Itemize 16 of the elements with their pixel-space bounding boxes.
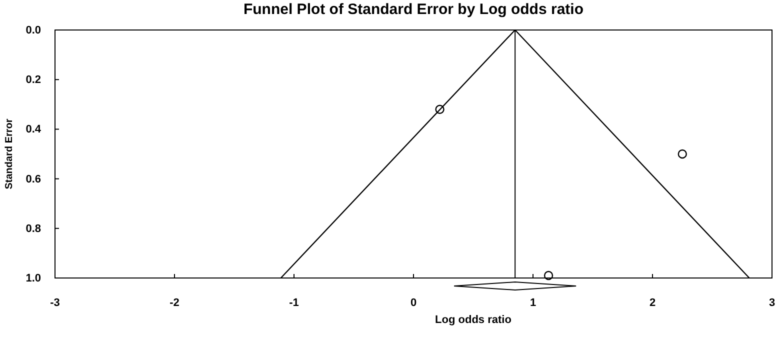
y-tick-label: 0.6 xyxy=(26,173,41,186)
x-tick-label: -3 xyxy=(50,296,60,309)
y-tick-label: 1.0 xyxy=(26,272,41,285)
chart-title: Funnel Plot of Standard Error by Log odds ratio xyxy=(243,1,584,18)
x-axis-title: Log odds ratio xyxy=(435,314,512,326)
x-tick-label: 3 xyxy=(768,296,776,309)
x-tick-label: -1 xyxy=(289,296,299,309)
y-axis-title: Standard Error xyxy=(4,118,15,190)
y-tick-label: 0.8 xyxy=(26,222,41,235)
y-tick-label: 0.0 xyxy=(26,24,41,37)
x-tick-label: -2 xyxy=(170,296,180,309)
x-tick-label: 1 xyxy=(530,296,536,309)
y-tick-label: 0.4 xyxy=(26,124,42,136)
y-tick-label: 0.2 xyxy=(26,74,41,86)
x-tick-label: 0 xyxy=(410,296,417,309)
x-tick-label: 2 xyxy=(649,296,656,309)
